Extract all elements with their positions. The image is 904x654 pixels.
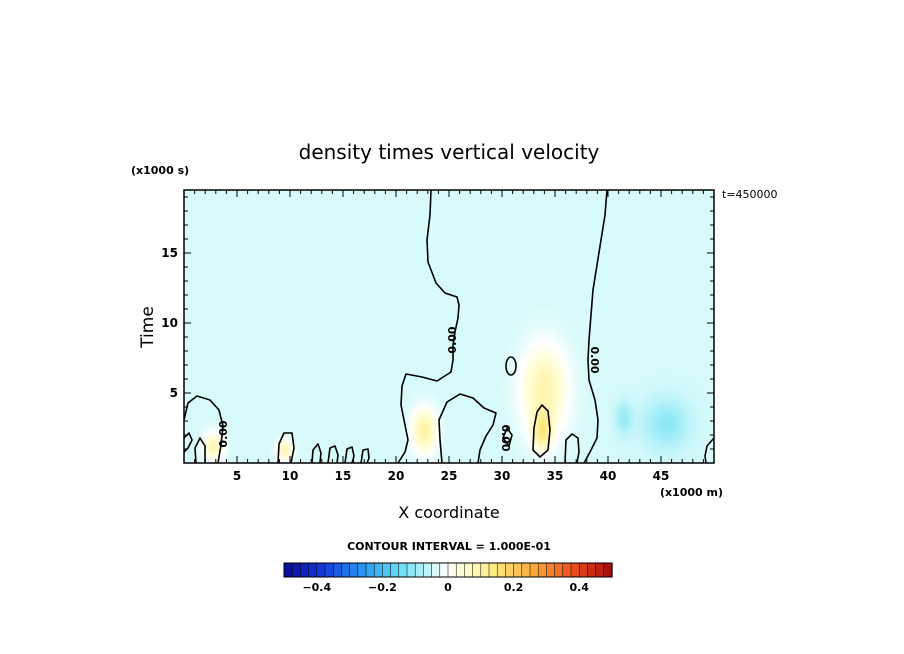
zero-contour-cell bbox=[505, 356, 517, 376]
zero-contour-edge bbox=[704, 437, 715, 464]
zero-contour-blob bbox=[564, 433, 580, 464]
colorbar-cell bbox=[357, 562, 367, 578]
colorbar-cell bbox=[365, 562, 375, 578]
colorbar-cell bbox=[595, 562, 605, 578]
colorbar-cell bbox=[603, 562, 613, 578]
zero-contour-left-bump bbox=[183, 395, 224, 464]
colorbar-tick-label: −0.4 bbox=[302, 581, 331, 594]
colorbar-cell bbox=[537, 562, 548, 578]
contour-labels: 0.00 0.00 0.00 0.00 bbox=[217, 326, 601, 452]
colorbar-cell bbox=[464, 562, 474, 578]
zero-contour-main-left bbox=[397, 189, 460, 464]
colorbar-cell bbox=[291, 562, 302, 578]
colorbar-cell bbox=[300, 562, 310, 578]
colorbar-cell bbox=[398, 562, 408, 578]
colorbar-cell bbox=[406, 562, 416, 578]
y-tick-label: 15 bbox=[161, 246, 178, 260]
colorbar-cell bbox=[308, 562, 318, 578]
colorbar-cell bbox=[505, 562, 515, 578]
colorbar-cell bbox=[455, 562, 466, 578]
zero-contour-mid bbox=[438, 393, 497, 464]
contour-interval-label: CONTOUR INTERVAL = 1.000E-01 bbox=[347, 540, 551, 553]
x-tick-label: 35 bbox=[547, 469, 564, 483]
x-tick-label: 45 bbox=[653, 469, 670, 483]
axis-ticks bbox=[184, 190, 714, 463]
chart-title: density times vertical velocity bbox=[299, 140, 600, 164]
colorbar-cell bbox=[382, 562, 392, 578]
contour-label-zero: 0.00 bbox=[217, 420, 230, 447]
zero-contour-blob bbox=[194, 437, 206, 464]
contour-label-zero: 0.00 bbox=[499, 424, 512, 451]
colorbar-cell bbox=[390, 562, 400, 578]
zero-contour-updraft-core bbox=[532, 404, 551, 458]
plot-area: 0.00 0.00 0.00 0.00 5 10 15 20 25 30 35 40 45 5 10… bbox=[161, 189, 715, 483]
colorbar-tick-label: 0.4 bbox=[569, 581, 589, 594]
colorbar-cell bbox=[332, 562, 343, 578]
colorbar-cell bbox=[349, 562, 359, 578]
x-tick-label: 30 bbox=[494, 469, 511, 483]
x-axis-label: X coordinate bbox=[398, 503, 499, 522]
colorbar-cell bbox=[546, 562, 556, 578]
x-tick-label: 25 bbox=[441, 469, 458, 483]
colorbar-cell bbox=[423, 562, 433, 578]
zero-contour-blob bbox=[502, 427, 513, 447]
zero-contour-blob bbox=[327, 445, 339, 464]
contour-label-zero: 0.00 bbox=[588, 346, 601, 373]
colorbar-cell bbox=[373, 562, 384, 578]
x-tick-label: 5 bbox=[233, 469, 241, 483]
zero-contour-main-right bbox=[583, 189, 608, 464]
y-units-label: (x1000 s) bbox=[131, 164, 189, 177]
colorbar-cell bbox=[554, 562, 564, 578]
colorbar-cell bbox=[472, 562, 482, 578]
axis-tick-labels: 5 10 15 20 25 30 35 40 45 5 10 15 bbox=[161, 246, 669, 483]
x-units-label: (x1000 m) bbox=[660, 486, 723, 499]
time-stamp-label: t=450000 bbox=[722, 188, 778, 201]
colorbar-tick-labels: −0.4 −0.2 0 0.2 0.4 bbox=[302, 581, 589, 594]
zero-contour-blob bbox=[360, 448, 370, 464]
colorbar-tick-label: 0 bbox=[444, 581, 452, 594]
colorbar-cell bbox=[578, 562, 589, 578]
zero-contour-blob bbox=[344, 446, 355, 464]
colorbar-cell bbox=[529, 562, 539, 578]
colorbar-cell bbox=[283, 562, 293, 578]
zero-contour-blob bbox=[277, 432, 295, 464]
colorbar-cell bbox=[496, 562, 507, 578]
colorbar-cell bbox=[570, 562, 580, 578]
y-tick-label: 10 bbox=[161, 316, 178, 330]
colorbar-cell bbox=[488, 562, 498, 578]
heatmap-field bbox=[184, 190, 714, 463]
colorbar-cell bbox=[513, 562, 523, 578]
contour-label-zero: 0.00 bbox=[446, 326, 459, 353]
colorbar-frame bbox=[283, 562, 613, 578]
colorbar-cell bbox=[316, 562, 326, 578]
x-tick-label: 10 bbox=[282, 469, 299, 483]
colorbar-cell bbox=[431, 562, 441, 578]
colorbar-tick-label: 0.2 bbox=[504, 581, 524, 594]
x-tick-label: 40 bbox=[600, 469, 617, 483]
x-tick-label: 15 bbox=[335, 469, 352, 483]
x-tick-label: 20 bbox=[388, 469, 405, 483]
colorbar-cell bbox=[562, 562, 572, 578]
colorbar-cell bbox=[521, 562, 531, 578]
colorbar-cell bbox=[324, 562, 334, 578]
colorbar-cell bbox=[480, 562, 490, 578]
colorbar-cell bbox=[447, 562, 457, 578]
y-tick-label: 5 bbox=[170, 386, 178, 400]
colorbar: −0.4 −0.2 0 0.2 0.4 bbox=[283, 562, 613, 594]
colorbar-cell bbox=[341, 562, 351, 578]
zero-contour-blob bbox=[311, 443, 322, 464]
colorbar-cell bbox=[587, 562, 597, 578]
colorbar-cell bbox=[439, 562, 449, 578]
colorbar-cells bbox=[283, 562, 613, 578]
colorbar-tick-label: −0.2 bbox=[368, 581, 397, 594]
colorbar-cell bbox=[414, 562, 425, 578]
y-axis-label: Time bbox=[138, 306, 158, 349]
